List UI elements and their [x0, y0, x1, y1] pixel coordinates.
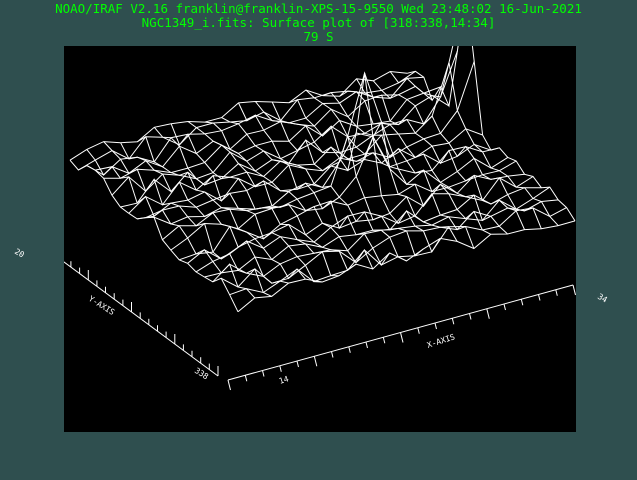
mesh-column-line: [120, 142, 289, 284]
mesh-row-line: [153, 132, 492, 225]
mesh-column-line: [238, 102, 407, 262]
x-axis-tick: [279, 365, 282, 372]
x-axis-tick: [382, 337, 386, 344]
mesh-column-line: [255, 101, 424, 257]
mesh-column-line: [137, 135, 306, 280]
x-axis-tick: [520, 299, 524, 306]
mesh-column-line: [86, 149, 256, 299]
mesh-column-line: [170, 123, 340, 277]
x-axis-tick: [365, 341, 368, 349]
x-axis-end-label: 34: [596, 292, 609, 305]
mesh-column-line: [339, 90, 508, 235]
mesh-column-line: [271, 72, 441, 253]
x-axis-tick: [348, 346, 351, 353]
y-axis-end-label-top: 20: [13, 247, 26, 260]
mesh-column-line: [322, 92, 492, 235]
mesh-column-line: [389, 62, 559, 226]
x-axis-tick: [572, 284, 576, 296]
plot-title-line-3: 79 S: [303, 29, 334, 44]
mesh-column-line: [204, 121, 374, 270]
mesh-column-line: [153, 126, 323, 283]
x-axis-tick: [227, 379, 231, 391]
x-axis-tick: [400, 332, 404, 343]
x-axis-tick: [262, 370, 265, 377]
plot-title-line-1: NOAO/IRAF V2.16 franklin@franklin-XPS-15…: [55, 1, 582, 16]
surface-plot-svg: [64, 46, 576, 391]
mesh-column-line: [356, 78, 525, 230]
mesh-column-line: [69, 159, 239, 313]
mesh-column-line: [103, 141, 272, 297]
x-axis-tick: [296, 360, 299, 368]
x-axis-tick: [469, 313, 472, 320]
x-axis-tick: [503, 303, 506, 311]
surface-plot-area: [64, 46, 576, 432]
mesh-row-line: [120, 50, 458, 208]
surface-mesh: [69, 46, 576, 313]
x-axis-tick: [451, 318, 455, 325]
x-axis-tick: [313, 356, 318, 367]
x-axis-tick: [538, 294, 541, 301]
x-axis-tick: [486, 308, 490, 319]
x-axis-tick: [244, 375, 248, 382]
mesh-column-line: [221, 117, 391, 266]
x-axis-tick: [331, 351, 334, 358]
x-axis-tick: [434, 322, 437, 330]
mesh-row-line: [103, 86, 441, 179]
x-axis-tick: [417, 327, 420, 334]
mesh-column-line: [187, 121, 357, 271]
mesh-column-line: [372, 80, 542, 229]
mesh-row-line: [162, 71, 500, 241]
mesh-column-line: [406, 46, 576, 222]
axes-group: [64, 261, 576, 391]
mesh-column-line: [288, 99, 458, 242]
plot-title-line-2: NGC1349_i.fits: Surface plot of [318:338…: [141, 15, 496, 30]
y-axis-line: [64, 261, 219, 377]
mesh-row-line: [187, 173, 525, 264]
x-axis-tick: [555, 289, 558, 296]
mesh-column-line: [305, 89, 475, 249]
